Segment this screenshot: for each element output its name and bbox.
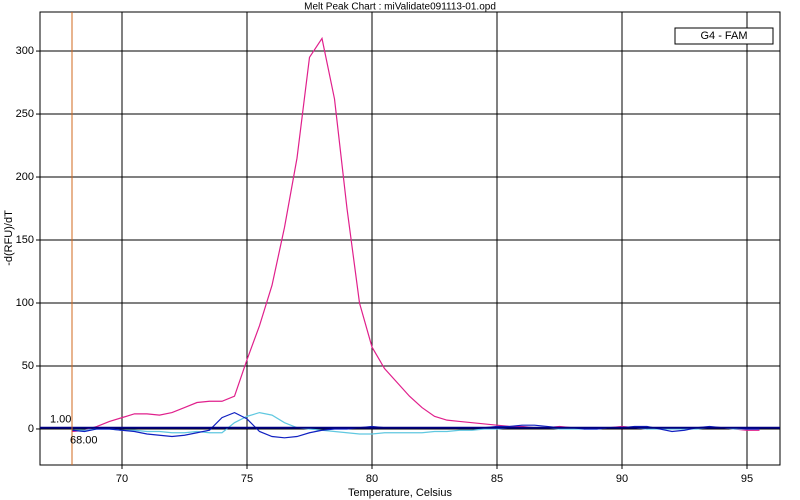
y-axis-label: -d(RFU)/dT [3, 210, 15, 266]
y-tick-label: 200 [16, 171, 34, 183]
y-tick-label: 100 [16, 297, 34, 309]
melt-curve [72, 411, 760, 435]
y-tick-label: 250 [16, 108, 34, 120]
chart-title: Melt Peak Chart : miValidate091113-01.op… [304, 2, 496, 13]
x-tick-label: 90 [616, 473, 628, 485]
y-tick-label: 150 [16, 234, 34, 246]
x-tick-label: 80 [366, 473, 378, 485]
y-tick-label: 300 [16, 45, 34, 57]
x-axis-label: Temperature, Celsius [348, 487, 452, 499]
x-tick-label: 85 [491, 473, 503, 485]
legend-box [674, 27, 774, 45]
threshold-label: 1.00 [50, 414, 71, 426]
marker-label: 68.00 [70, 435, 98, 447]
y-tick-label: 0 [28, 423, 34, 435]
legend-label: G4 - FAM [700, 30, 747, 42]
plot-frame [39, 11, 781, 466]
x-tick-label: 95 [741, 473, 753, 485]
x-tick-label: 75 [241, 473, 253, 485]
y-tick-label: 50 [22, 360, 34, 372]
x-tick-label: 70 [116, 473, 128, 485]
